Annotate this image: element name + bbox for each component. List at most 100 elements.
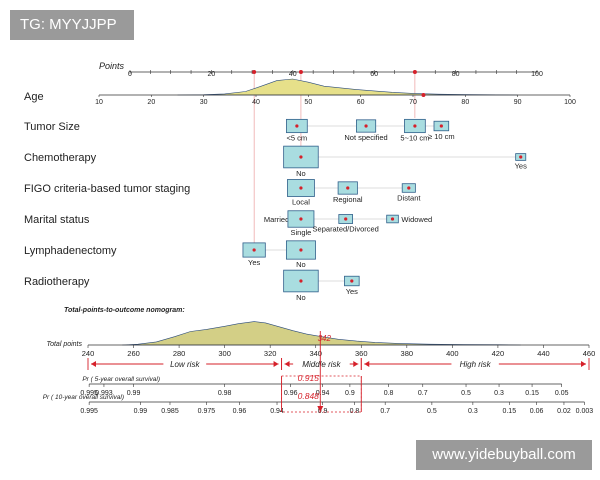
survival-5yr-tick-label: 0.993 bbox=[95, 390, 113, 397]
points-tick-label: 100 bbox=[531, 71, 543, 78]
age-tick-label: 20 bbox=[147, 99, 155, 106]
level-point bbox=[364, 124, 368, 128]
risk-arrow-right bbox=[581, 361, 586, 367]
age-tick-label: 80 bbox=[461, 99, 469, 106]
age-tick-label: 70 bbox=[409, 99, 417, 106]
risk-group-label: High risk bbox=[460, 360, 492, 369]
total-tick-label: 340 bbox=[309, 349, 322, 358]
level-label: Regional bbox=[333, 195, 363, 204]
survival-10yr-tick-label: 0.985 bbox=[161, 408, 179, 415]
total-tick-label: 420 bbox=[492, 349, 505, 358]
level-label: Separated/Divorced bbox=[313, 224, 379, 233]
points-tick-label: 80 bbox=[452, 71, 460, 78]
selected-points-marker bbox=[252, 70, 257, 74]
age-label: Age bbox=[24, 91, 44, 103]
total-tick-label: 380 bbox=[401, 349, 414, 358]
level-point bbox=[299, 217, 303, 221]
survival-10yr-value: 0.848 bbox=[298, 391, 320, 401]
level-point bbox=[299, 155, 303, 159]
variable-label: Tumor Size bbox=[24, 121, 80, 133]
survival-5yr-tick-label: 0.3 bbox=[494, 390, 504, 397]
survival-5yr-tick-label: 0.7 bbox=[418, 390, 428, 397]
total-axis-label: Total points bbox=[46, 341, 82, 348]
risk-arrow-left bbox=[284, 361, 290, 367]
variable-label: Radiotherapy bbox=[24, 276, 90, 288]
risk-group-label: Low risk bbox=[170, 360, 200, 369]
total-tick-label: 320 bbox=[264, 349, 277, 358]
variable-label: Chemotherapy bbox=[24, 152, 97, 164]
age-density-area bbox=[177, 78, 518, 96]
survival-5yr-tick-label: 0.9 bbox=[345, 390, 355, 397]
total-value-arrow bbox=[317, 406, 324, 412]
total-tick-label: 280 bbox=[173, 349, 186, 358]
survival-10yr-tick-label: 0.8 bbox=[350, 408, 360, 415]
risk-group-label: Middle risk bbox=[302, 360, 341, 369]
survival-5yr-tick-label: 0.99 bbox=[127, 390, 141, 397]
risk-arrow-right bbox=[273, 361, 279, 367]
level-point bbox=[407, 186, 411, 190]
survival-10yr-tick-label: 0.003 bbox=[576, 408, 594, 415]
selected-points-marker bbox=[298, 70, 303, 74]
risk-label-bg bbox=[451, 359, 499, 369]
level-label: ≥ 10 cm bbox=[428, 132, 455, 141]
survival-10yr-tick-label: 0.06 bbox=[530, 408, 544, 415]
level-point bbox=[299, 279, 303, 283]
total-tick-label: 240 bbox=[82, 349, 95, 358]
age-tick-label: 90 bbox=[514, 99, 522, 106]
survival-10yr-tick-label: 0.02 bbox=[557, 408, 571, 415]
level-point bbox=[299, 186, 303, 190]
survival-10yr-label: Pr ( 10-year overall survival) bbox=[43, 394, 124, 401]
level-point bbox=[346, 186, 350, 190]
age-tick-label: 100 bbox=[564, 99, 576, 106]
survival-10yr-tick-label: 0.975 bbox=[198, 408, 216, 415]
age-tick-label: 10 bbox=[95, 99, 103, 106]
age-tick-label: 50 bbox=[304, 99, 312, 106]
level-label: Married bbox=[264, 215, 289, 224]
selected-points-marker bbox=[412, 70, 417, 74]
level-point bbox=[344, 217, 348, 221]
survival-5yr-tick-label: 0.98 bbox=[218, 390, 232, 397]
level-point bbox=[413, 124, 417, 128]
survival-10yr-tick-label: 0.94 bbox=[270, 408, 284, 415]
total-value-label: 342 bbox=[318, 334, 332, 343]
level-label: 5~10 cm bbox=[400, 134, 429, 143]
survival-5yr-tick-label: 0.8 bbox=[384, 390, 394, 397]
level-label: Local bbox=[292, 198, 310, 207]
total-title: Total-points-to-outcome nomogram: bbox=[64, 307, 185, 314]
total-tick-label: 460 bbox=[583, 349, 596, 358]
survival-10yr-tick-label: 0.3 bbox=[468, 408, 478, 415]
level-label: Single bbox=[291, 228, 312, 237]
risk-label-bg bbox=[163, 359, 207, 369]
level-label: Yes bbox=[248, 258, 260, 267]
level-point bbox=[350, 279, 354, 283]
level-point bbox=[299, 248, 303, 252]
survival-10yr-tick-label: 0.15 bbox=[502, 408, 516, 415]
age-tick-label: 60 bbox=[357, 99, 365, 106]
survival-10yr-tick-label: 0.7 bbox=[380, 408, 390, 415]
survival-10yr-tick-label: 0.5 bbox=[427, 408, 437, 415]
points-tick-label: 60 bbox=[370, 71, 378, 78]
level-label: No bbox=[296, 169, 306, 178]
survival-5yr-tick-label: 0.05 bbox=[555, 390, 569, 397]
survival-5yr-value: 0.915 bbox=[298, 373, 320, 383]
risk-arrow-right bbox=[353, 361, 359, 367]
risk-arrow-left bbox=[364, 361, 370, 367]
risk-label-bg bbox=[293, 359, 350, 369]
level-label: Distant bbox=[397, 193, 421, 202]
watermark-bottom: www.yidebuyball.com bbox=[416, 440, 592, 470]
total-density-area bbox=[122, 321, 521, 346]
points-tick-label: 40 bbox=[289, 71, 297, 78]
watermark-top: TG: MYYJJPP bbox=[10, 10, 134, 40]
total-tick-label: 260 bbox=[127, 349, 140, 358]
total-tick-label: 440 bbox=[537, 349, 550, 358]
level-label: Not specified bbox=[344, 133, 387, 142]
points-axis-label: Points bbox=[99, 61, 125, 71]
total-tick-label: 360 bbox=[355, 349, 368, 358]
level-label: Yes bbox=[346, 287, 358, 296]
level-label: <5 cm bbox=[287, 134, 308, 143]
level-point bbox=[439, 124, 443, 128]
level-label: Widowed bbox=[401, 215, 432, 224]
level-point bbox=[519, 155, 523, 159]
level-point bbox=[390, 217, 395, 221]
level-point bbox=[295, 124, 299, 128]
